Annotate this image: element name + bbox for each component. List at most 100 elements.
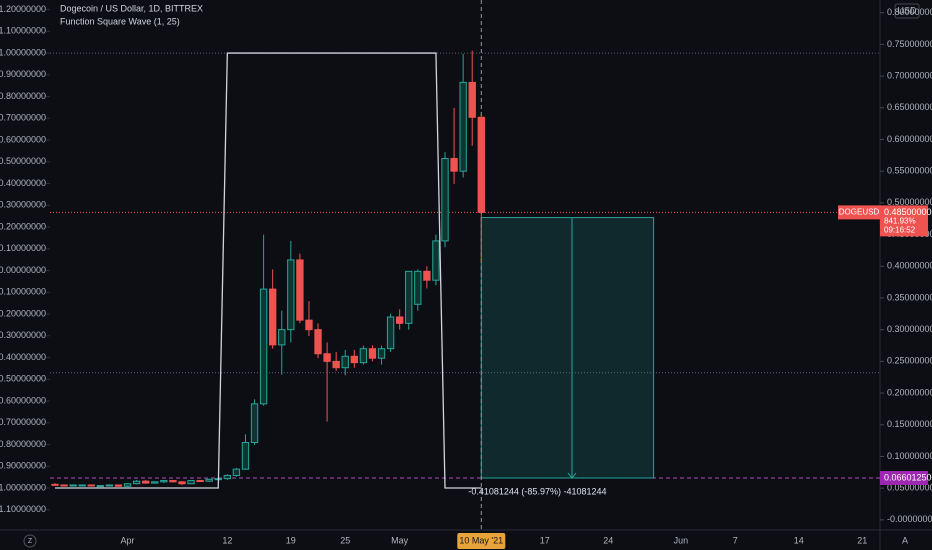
x-tick-label: 17 — [540, 535, 550, 545]
candle-body — [241, 442, 250, 470]
candle-body — [386, 316, 395, 350]
candle-body — [296, 259, 304, 321]
currency-badge[interactable] — [894, 3, 920, 19]
candle-body — [78, 484, 86, 487]
y2-tick-label: 0.40000000 — [887, 261, 932, 271]
y-tick-label: 0.20000000 — [0, 221, 46, 231]
y2-tick-label: 0.80000000 — [887, 7, 932, 17]
crosshair-date-box — [457, 533, 506, 549]
candle-body — [132, 480, 141, 485]
candle-body — [196, 480, 204, 483]
candle-body — [69, 484, 77, 487]
y-tick-label: -0.10000000 — [0, 287, 46, 297]
last-price-change: 841.93% — [884, 216, 916, 225]
y-tick-label: -0.60000000 — [0, 395, 46, 405]
candle-body — [450, 157, 458, 172]
y2-tick-label: 0.30000000 — [887, 324, 932, 334]
y-tick-label: 0.00000000 — [0, 265, 46, 275]
candle-body — [178, 481, 186, 485]
legend-entry[interactable]: Function Square Wave (1, 25) — [60, 16, 180, 26]
candle-body — [459, 81, 467, 172]
y-tick-label: -0.20000000 — [0, 308, 46, 318]
candle-body — [414, 270, 422, 305]
x-tick-label: 21 — [857, 535, 867, 545]
x-tick-label: 10 May '21 — [459, 535, 503, 545]
candle-body — [323, 353, 331, 362]
candle-body — [160, 480, 168, 483]
candle-body — [205, 478, 213, 482]
y-tick-label: 0.40000000 — [0, 178, 46, 188]
y-tick-label: 0.50000000 — [0, 156, 46, 166]
y-tick-label: -0.40000000 — [0, 352, 46, 362]
candle-body — [377, 348, 386, 359]
timezone-icon[interactable] — [23, 534, 37, 548]
candle-body — [51, 483, 59, 486]
candle-body — [123, 483, 132, 487]
candle-body — [232, 468, 241, 476]
y-tick-label: 1.00000000 — [0, 47, 46, 57]
y2-tick-label: 0.75000000 — [887, 39, 932, 49]
candle-body — [114, 484, 123, 487]
candle-body — [151, 481, 159, 484]
candle-body — [259, 288, 268, 405]
x-tick-label: May — [391, 535, 409, 545]
y-tick-label: 0.80000000 — [0, 91, 46, 101]
candle-body — [441, 157, 449, 242]
y-tick-label: -0.50000000 — [0, 374, 46, 384]
x-tick-label: Apr — [121, 535, 135, 545]
y2-tick-label: 0.15000000 — [887, 419, 932, 429]
last-price-label: 0.48500000 — [884, 207, 932, 217]
candle-body — [432, 240, 440, 281]
measure-arrowhead — [567, 472, 577, 479]
candle-body — [87, 484, 95, 487]
y-tick-label: -0.80000000 — [0, 439, 46, 449]
y-tick-label: -1.00000000 — [0, 482, 46, 492]
candle-body — [169, 480, 177, 483]
candle-body — [305, 319, 313, 331]
y2-tick-label: 0.70000000 — [887, 70, 932, 80]
symbol-label: DOGEUSD — [839, 207, 880, 216]
x-tick-label: 25 — [340, 535, 350, 545]
candle-body — [359, 348, 368, 364]
candle-body — [60, 484, 68, 487]
candle-body — [423, 270, 431, 281]
candle-body — [223, 474, 232, 480]
x-tick-label: Jun — [674, 535, 689, 545]
candle-body — [269, 288, 277, 346]
y2-tick-label: 0.35000000 — [887, 292, 932, 302]
last-price-box — [880, 205, 928, 237]
y-tick-label: -0.30000000 — [0, 330, 46, 340]
y-tick-label: 1.20000000 — [0, 4, 46, 14]
candle-body — [287, 259, 295, 331]
y2-tick-label: 0.65000000 — [887, 102, 932, 112]
y-tick-label: 0.90000000 — [0, 69, 46, 79]
y-tick-label: 0.10000000 — [0, 243, 46, 253]
candle-body — [278, 329, 286, 346]
candle-body — [468, 81, 476, 118]
candle-body — [250, 403, 259, 444]
x-tick-label: 24 — [603, 535, 613, 545]
candle-body — [477, 116, 485, 213]
candle-body — [105, 484, 114, 487]
candle-body — [332, 360, 340, 369]
y-tick-label: -0.90000000 — [0, 461, 46, 471]
y2-tick-label: 0.05000000 — [887, 483, 932, 493]
y2-tick-label: 0.25000000 — [887, 356, 932, 366]
y-tick-label: 0.30000000 — [0, 200, 46, 210]
symbol-box — [838, 205, 880, 220]
candle-body — [350, 355, 358, 364]
x-tick-label: 19 — [286, 535, 296, 545]
candle-body — [314, 329, 322, 355]
measure-label: -0.41081244 (-85.97%) -41081244 — [468, 486, 606, 496]
auto-scale-icon[interactable]: A — [902, 535, 908, 545]
icon-glyph: Z — [28, 538, 33, 545]
candle-body — [405, 270, 413, 324]
oscillator-line — [55, 52, 482, 489]
plot — [50, 0, 880, 530]
y2-tick-label: 0.55000000 — [887, 166, 932, 176]
currency: USD — [897, 5, 917, 15]
y-tick-label: 0.70000000 — [0, 113, 46, 123]
candle-body — [395, 316, 404, 324]
